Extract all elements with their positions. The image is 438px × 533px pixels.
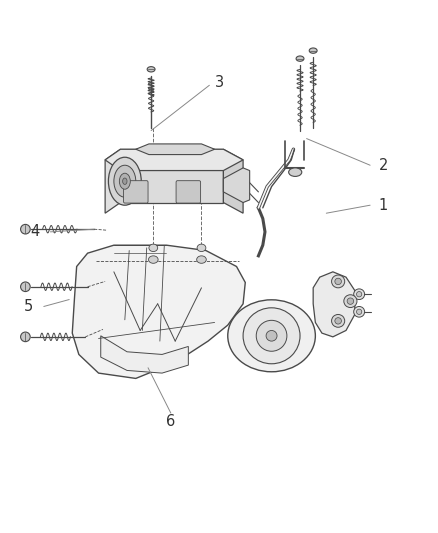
Polygon shape (223, 168, 250, 203)
Ellipse shape (21, 282, 30, 292)
Ellipse shape (114, 165, 136, 197)
Ellipse shape (335, 318, 342, 324)
Ellipse shape (197, 256, 206, 263)
Polygon shape (101, 336, 188, 373)
Ellipse shape (21, 224, 30, 234)
Polygon shape (72, 245, 245, 378)
Text: 6: 6 (166, 414, 176, 429)
Ellipse shape (256, 320, 287, 351)
Ellipse shape (266, 330, 277, 341)
Ellipse shape (296, 56, 304, 61)
Ellipse shape (243, 308, 300, 364)
FancyBboxPatch shape (176, 181, 201, 203)
Ellipse shape (228, 300, 315, 372)
Polygon shape (223, 149, 243, 213)
Ellipse shape (148, 256, 158, 263)
Polygon shape (105, 149, 120, 213)
Ellipse shape (197, 244, 206, 252)
Text: 3: 3 (215, 75, 223, 90)
Polygon shape (105, 149, 243, 171)
Polygon shape (313, 272, 355, 337)
Ellipse shape (289, 168, 302, 176)
Ellipse shape (147, 67, 155, 72)
Text: 1: 1 (378, 198, 388, 213)
Text: 4: 4 (30, 224, 40, 239)
Ellipse shape (357, 309, 362, 314)
FancyBboxPatch shape (124, 181, 148, 203)
Ellipse shape (353, 289, 364, 300)
Ellipse shape (123, 178, 127, 184)
Ellipse shape (357, 292, 362, 297)
Text: 5: 5 (24, 299, 33, 314)
Ellipse shape (344, 295, 357, 308)
Text: 2: 2 (378, 158, 388, 173)
Ellipse shape (332, 314, 345, 327)
Ellipse shape (347, 298, 354, 304)
Ellipse shape (149, 244, 158, 252)
Ellipse shape (108, 157, 141, 205)
Ellipse shape (21, 332, 30, 342)
Polygon shape (120, 149, 223, 203)
Ellipse shape (353, 306, 364, 317)
Ellipse shape (335, 278, 342, 285)
Ellipse shape (309, 48, 317, 53)
Ellipse shape (119, 173, 130, 189)
Polygon shape (136, 144, 215, 155)
Ellipse shape (332, 275, 345, 288)
